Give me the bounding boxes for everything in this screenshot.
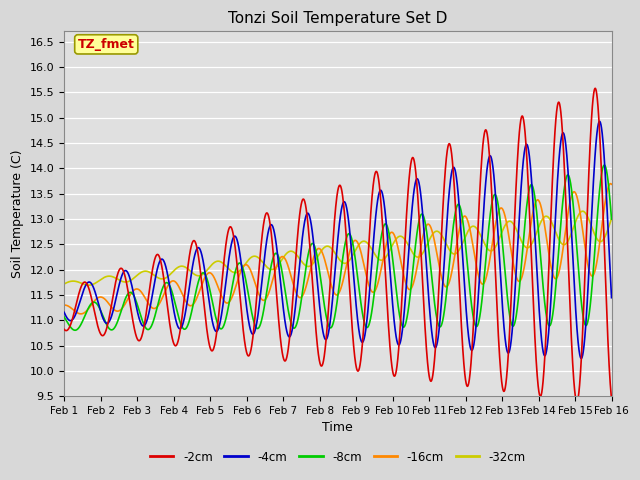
Title: Tonzi Soil Temperature Set D: Tonzi Soil Temperature Set D [228, 11, 447, 26]
Text: TZ_fmet: TZ_fmet [78, 38, 134, 51]
Y-axis label: Soil Temperature (C): Soil Temperature (C) [11, 150, 24, 278]
X-axis label: Time: Time [323, 421, 353, 434]
Legend: -2cm, -4cm, -8cm, -16cm, -32cm: -2cm, -4cm, -8cm, -16cm, -32cm [145, 446, 531, 468]
